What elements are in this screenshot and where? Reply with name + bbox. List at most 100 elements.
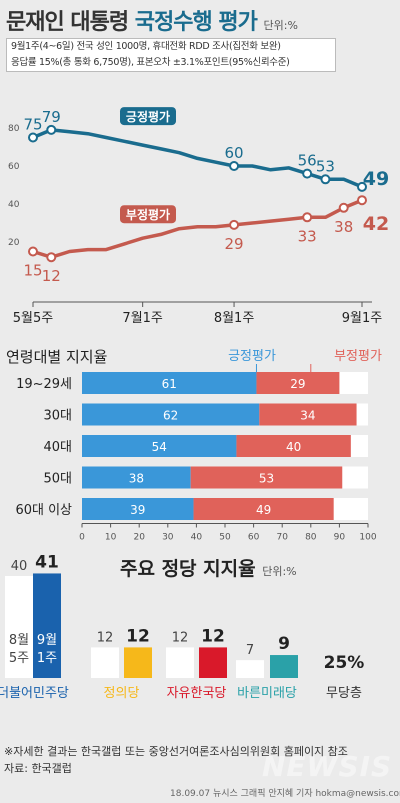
bar-label-negative: 40 xyxy=(286,440,301,454)
bar-value-prev: 12 xyxy=(172,630,189,645)
data-label: 15 xyxy=(23,262,42,280)
data-point xyxy=(46,124,57,135)
y-tick-label: 80 xyxy=(8,124,20,134)
bar-curr xyxy=(199,647,227,678)
data-point xyxy=(357,195,367,206)
data-point xyxy=(320,174,331,185)
x-tick-label: 30 xyxy=(162,533,174,541)
data-point xyxy=(357,181,367,192)
bar-label-positive: 39 xyxy=(130,503,145,517)
bar-positive xyxy=(82,466,191,489)
bar-curr xyxy=(33,573,61,678)
x-tick-label: 90 xyxy=(334,533,346,541)
category-label: 19~29세 xyxy=(16,377,72,392)
bar-period-label: 9월 xyxy=(37,633,57,648)
bar-label-negative: 49 xyxy=(256,503,271,517)
data-point xyxy=(46,252,57,263)
data-label: 60 xyxy=(225,144,244,162)
bar-positive xyxy=(82,435,237,457)
bar-negative xyxy=(236,435,351,457)
bar-label-positive: 54 xyxy=(152,440,167,454)
series-legend-box xyxy=(120,107,176,126)
x-tick-label: 80 xyxy=(305,533,317,541)
data-label: 75 xyxy=(23,116,42,134)
party-name: 바른미래당 xyxy=(237,686,297,701)
bar-value-curr: 12 xyxy=(126,626,150,646)
data-label: 53 xyxy=(316,157,335,175)
bar-label-negative: 53 xyxy=(259,472,274,486)
data-point xyxy=(338,202,349,213)
data-label: 38 xyxy=(334,218,353,236)
category-label: 60대 이상 xyxy=(15,503,72,518)
x-tick-label: 100 xyxy=(359,533,376,541)
bar-prev xyxy=(166,647,194,678)
bar-label-positive: 61 xyxy=(162,377,177,391)
bar-value-curr: 12 xyxy=(201,626,225,646)
x-tick-label: 40 xyxy=(191,533,203,541)
data-point xyxy=(28,246,38,257)
category-label: 50대 xyxy=(43,472,72,487)
y-tick-label: 60 xyxy=(8,162,20,172)
party-name: 더불어민주당 xyxy=(0,686,69,701)
legend-negative: 부정평가 xyxy=(334,349,382,364)
x-tick-label: 7월1주 xyxy=(122,311,163,326)
x-tick-label: 8월1주 xyxy=(214,311,255,326)
party-section-unit: 단위:% xyxy=(262,565,297,578)
bar-value-curr: 41 xyxy=(35,552,59,572)
bar-positive xyxy=(82,403,260,426)
bar-negative xyxy=(193,498,334,520)
age-section-title-text: 연령대별 지지율 xyxy=(6,348,108,366)
data-point xyxy=(28,132,38,143)
page-title: 문재인 대통령 국정수행 평가 단위:% xyxy=(6,4,298,36)
x-tick-label: 0 xyxy=(79,533,85,541)
data-label: 79 xyxy=(42,108,61,126)
bar-value-prev: 12 xyxy=(97,630,114,645)
bar-period-label: 8월 xyxy=(9,633,29,648)
party-name: 정의당 xyxy=(104,686,140,701)
watermark-logo: NEWSIS xyxy=(262,750,392,783)
bar-curr xyxy=(270,655,298,678)
bar-label-negative: 34 xyxy=(300,409,315,423)
watermark-text: NEWSIS xyxy=(262,750,393,783)
bar-value-prev: 7 xyxy=(246,643,254,658)
party-name: 무당층 xyxy=(326,686,362,701)
data-label: 33 xyxy=(298,227,317,245)
party-section-title-text: 주요 정당 지지율 xyxy=(120,558,256,580)
party-bar-chart: 40 41 더불어민주당 12 12 정의당 12 12 자유한국당 7 9 바른미래당 8월 5주 9월 1… xyxy=(0,552,365,701)
approval-line-chart: 80 60 40 20 5월5주 7월1주 8월1주 9월1주 75 79 60 56 53 49 긍정평가… xyxy=(8,107,389,326)
survey-note-line1: 9월1주(4~6일) 전국 성인 1000명, 휴대전화 RDD 조사(집전화 … xyxy=(11,41,281,52)
data-label: 49 xyxy=(363,168,389,190)
footnote-source: 자료: 한국갤럽 xyxy=(4,762,72,775)
title-part1: 문재인 대통령 xyxy=(6,10,135,35)
bar-value-prev: 40 xyxy=(11,559,28,574)
bar-period-label: 1주 xyxy=(37,651,57,666)
x-tick-label: 60 xyxy=(248,533,260,541)
bar-negative xyxy=(259,403,357,426)
bar-prev xyxy=(236,660,264,678)
party-section-title: 주요 정당 지지율 단위:% xyxy=(120,554,297,581)
data-point xyxy=(229,161,240,171)
data-label: 29 xyxy=(225,235,244,253)
data-point xyxy=(229,219,240,230)
bar-prev xyxy=(5,576,33,678)
party-name: 자유한국당 xyxy=(167,686,227,701)
title-unit: 단위:% xyxy=(263,19,298,32)
data-point xyxy=(302,168,313,179)
y-tick-label: 40 xyxy=(8,200,20,210)
x-tick-label: 50 xyxy=(219,533,231,541)
bar-negative xyxy=(256,372,340,394)
data-label: 42 xyxy=(363,213,389,235)
bar-curr xyxy=(124,647,152,678)
footnote: ※자세한 결과는 한국갤럽 또는 중앙선거여론조사심의위원회 홈페이지 참조 자… xyxy=(4,743,348,777)
bar-positive xyxy=(82,498,194,520)
x-tick-label: 9월1주 xyxy=(342,311,383,326)
title-part2: 국정수행 평가 xyxy=(134,10,258,35)
series-legend-label: 긍정평가 xyxy=(126,109,170,124)
x-tick-label: 5월5주 xyxy=(13,311,54,326)
bar-negative xyxy=(190,466,343,489)
bar-value-curr: 9 xyxy=(278,634,290,654)
bar-prev xyxy=(91,647,119,678)
x-tick-label: 70 xyxy=(276,533,288,541)
x-tick-label: 20 xyxy=(133,533,145,541)
bar-value-curr: 25% xyxy=(324,653,365,673)
